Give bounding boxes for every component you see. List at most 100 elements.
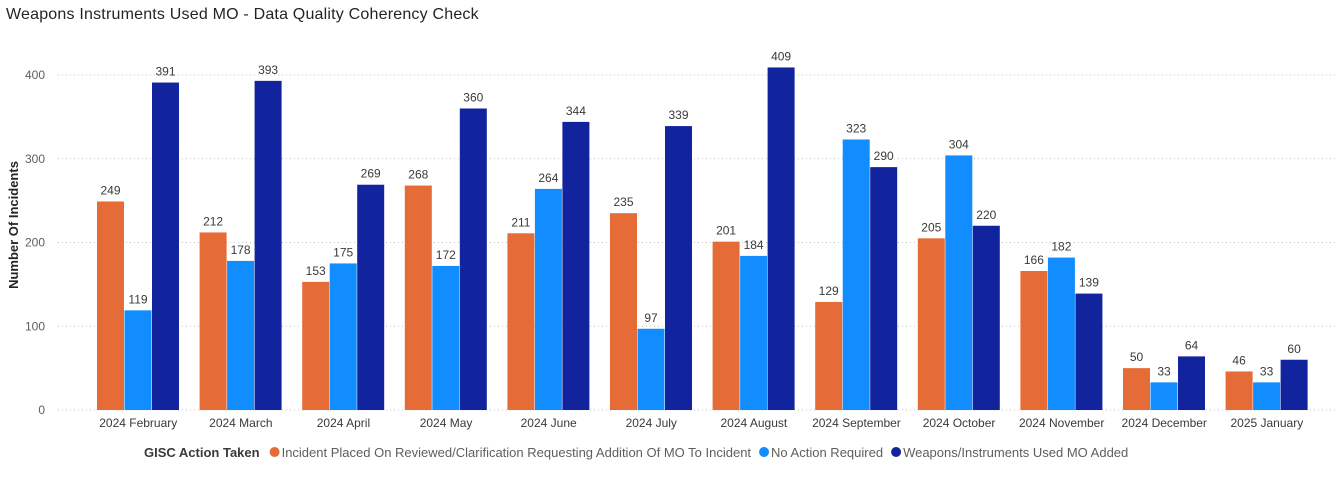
- bar[interactable]: [432, 265, 460, 410]
- data-label: 391: [155, 65, 175, 79]
- y-axis-title: Number Of Incidents: [6, 161, 21, 289]
- data-label: 304: [949, 137, 969, 151]
- x-tick-label: 2024 December: [1122, 416, 1207, 430]
- data-labels: 249 119 391 212 178 393 153 175 269 268 172 360 211 2…: [100, 49, 1301, 378]
- bar[interactable]: [665, 126, 692, 411]
- data-label: 235: [613, 195, 633, 209]
- bar[interactable]: [152, 82, 179, 410]
- data-label: 178: [231, 243, 251, 257]
- data-label: 339: [668, 108, 688, 122]
- data-label: 290: [874, 149, 894, 163]
- bar[interactable]: [302, 281, 330, 410]
- bar[interactable]: [1253, 382, 1281, 410]
- data-label: 409: [771, 49, 791, 63]
- bar[interactable]: [404, 185, 432, 410]
- bar[interactable]: [1047, 257, 1075, 410]
- data-label: 344: [566, 104, 586, 118]
- legend: GISC Action Taken Incident Placed On Rev…: [144, 445, 1128, 460]
- data-label: 269: [361, 167, 381, 181]
- data-label: 220: [976, 208, 996, 222]
- x-tick-label: 2024 May: [420, 416, 473, 430]
- data-label: 360: [463, 91, 483, 105]
- bar[interactable]: [1150, 382, 1178, 410]
- bar[interactable]: [870, 167, 898, 410]
- legend-item[interactable]: No Action Required: [771, 445, 883, 460]
- legend-marker: [269, 447, 280, 457]
- chart-title: Weapons Instruments Used MO - Data Quali…: [6, 6, 479, 23]
- data-label: 60: [1287, 342, 1301, 356]
- x-tick-label: 2024 October: [923, 416, 996, 430]
- bar[interactable]: [917, 238, 945, 410]
- legend-item[interactable]: Weapons/Instruments Used MO Added: [903, 445, 1128, 460]
- bar[interactable]: [124, 310, 152, 410]
- data-label: 249: [100, 183, 120, 197]
- legend-marker: [891, 447, 902, 457]
- y-axis-ticks: 0 100 200 300 400: [25, 68, 45, 417]
- data-label: 97: [644, 311, 658, 325]
- data-label: 172: [436, 248, 456, 262]
- bar[interactable]: [842, 139, 870, 411]
- data-label: 33: [1260, 364, 1274, 378]
- legend-marker: [759, 447, 770, 457]
- bar[interactable]: [815, 301, 843, 410]
- bar[interactable]: [972, 225, 1000, 410]
- data-label: 46: [1232, 353, 1246, 367]
- x-tick-label: 2024 August: [720, 416, 787, 430]
- data-label: 264: [538, 171, 558, 185]
- x-tick-label: 2024 April: [317, 416, 370, 430]
- legend-item[interactable]: Incident Placed On Reviewed/Clarificatio…: [282, 445, 752, 460]
- y-tick-label: 200: [25, 236, 45, 250]
- bar[interactable]: [1178, 356, 1205, 410]
- y-tick-label: 400: [25, 68, 45, 82]
- data-label: 33: [1157, 364, 1171, 378]
- data-label: 211: [511, 215, 530, 229]
- bar[interactable]: [199, 232, 227, 410]
- bar[interactable]: [1280, 359, 1308, 410]
- bar[interactable]: [534, 188, 562, 410]
- data-label: 153: [306, 264, 326, 278]
- x-tick-label: 2024 July: [626, 416, 677, 430]
- bar[interactable]: [1123, 368, 1150, 410]
- x-tick-label: 2025 January: [1230, 416, 1303, 430]
- bar[interactable]: [329, 263, 357, 410]
- data-label: 201: [716, 224, 736, 238]
- y-tick-label: 0: [38, 403, 45, 417]
- bar[interactable]: [1020, 270, 1048, 410]
- x-axis-categories: 2024 February 2024 March 2024 April 2024 Ma…: [99, 416, 1303, 430]
- bar[interactable]: [507, 233, 535, 410]
- data-label: 182: [1051, 240, 1071, 254]
- bar[interactable]: [562, 121, 590, 411]
- bar[interactable]: [637, 328, 665, 410]
- bar[interactable]: [1075, 293, 1103, 410]
- bar[interactable]: [712, 241, 740, 410]
- bar[interactable]: [767, 67, 795, 411]
- data-label: 184: [744, 238, 764, 252]
- data-label: 139: [1079, 276, 1099, 290]
- legend-title: GISC Action Taken: [144, 445, 260, 460]
- x-tick-label: 2024 September: [812, 416, 901, 430]
- bar[interactable]: [97, 201, 124, 410]
- bars: [97, 67, 1308, 411]
- bar[interactable]: [357, 184, 385, 410]
- bar[interactable]: [254, 80, 282, 411]
- bar[interactable]: [740, 255, 768, 410]
- data-label: 119: [128, 292, 147, 306]
- bar[interactable]: [1225, 371, 1253, 410]
- x-tick-label: 2024 February: [99, 416, 177, 430]
- data-label: 205: [921, 220, 941, 234]
- data-label: 64: [1185, 338, 1199, 352]
- bar[interactable]: [610, 213, 637, 410]
- x-tick-label: 2024 March: [209, 416, 272, 430]
- bar[interactable]: [459, 108, 487, 411]
- data-label: 50: [1130, 350, 1144, 364]
- data-label: 212: [203, 214, 223, 228]
- data-label: 166: [1024, 253, 1044, 267]
- bar[interactable]: [227, 260, 255, 410]
- data-label: 129: [819, 284, 839, 298]
- data-label: 323: [846, 121, 866, 135]
- data-label: 175: [333, 245, 353, 259]
- y-tick-label: 100: [25, 319, 45, 333]
- bar[interactable]: [945, 155, 973, 410]
